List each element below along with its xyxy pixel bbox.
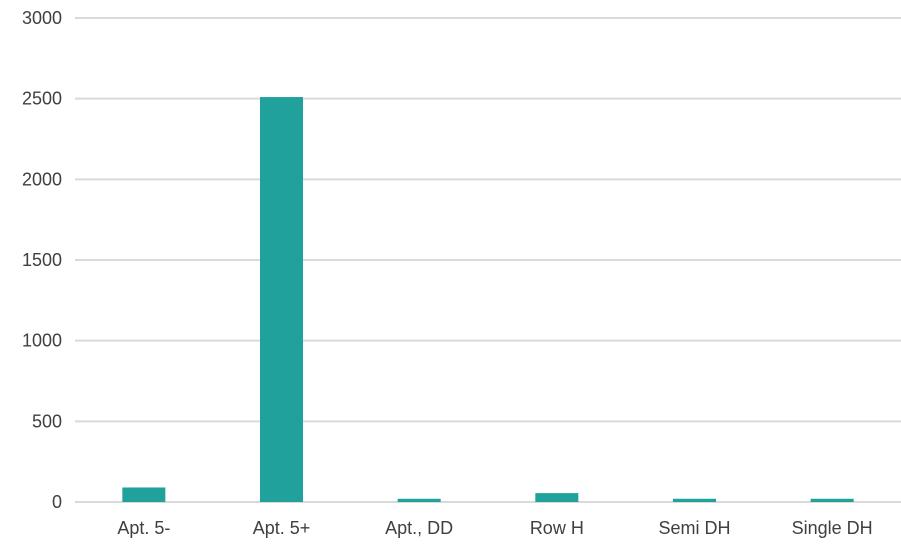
bar	[260, 97, 303, 502]
y-tick-label: 2000	[22, 169, 62, 189]
y-tick-label: 1000	[22, 331, 62, 351]
x-tick-label: Apt., DD	[385, 518, 453, 538]
y-tick-label: 2500	[22, 89, 62, 109]
bar	[397, 498, 441, 502]
bars	[122, 97, 854, 502]
y-axis-ticks: 0 500 1000 1500 2000 2500 3000	[22, 8, 62, 512]
x-tick-label: Row H	[530, 518, 584, 538]
bar	[810, 498, 854, 502]
x-tick-label: Single DH	[792, 518, 873, 538]
y-tick-label: 1500	[22, 250, 62, 270]
x-tick-label: Apt. 5-	[117, 518, 170, 538]
bar	[122, 487, 166, 502]
y-tick-label: 0	[52, 492, 62, 512]
x-tick-label: Semi DH	[658, 518, 730, 538]
y-tick-label: 500	[32, 411, 62, 431]
y-tick-label: 3000	[22, 8, 62, 28]
gridlines	[75, 17, 901, 503]
x-axis-ticks: Apt. 5- Apt. 5+ Apt., DD Row H Semi DH Single…	[117, 518, 872, 538]
x-tick-label: Apt. 5+	[253, 518, 311, 538]
bar	[673, 498, 716, 502]
bar	[535, 493, 579, 502]
